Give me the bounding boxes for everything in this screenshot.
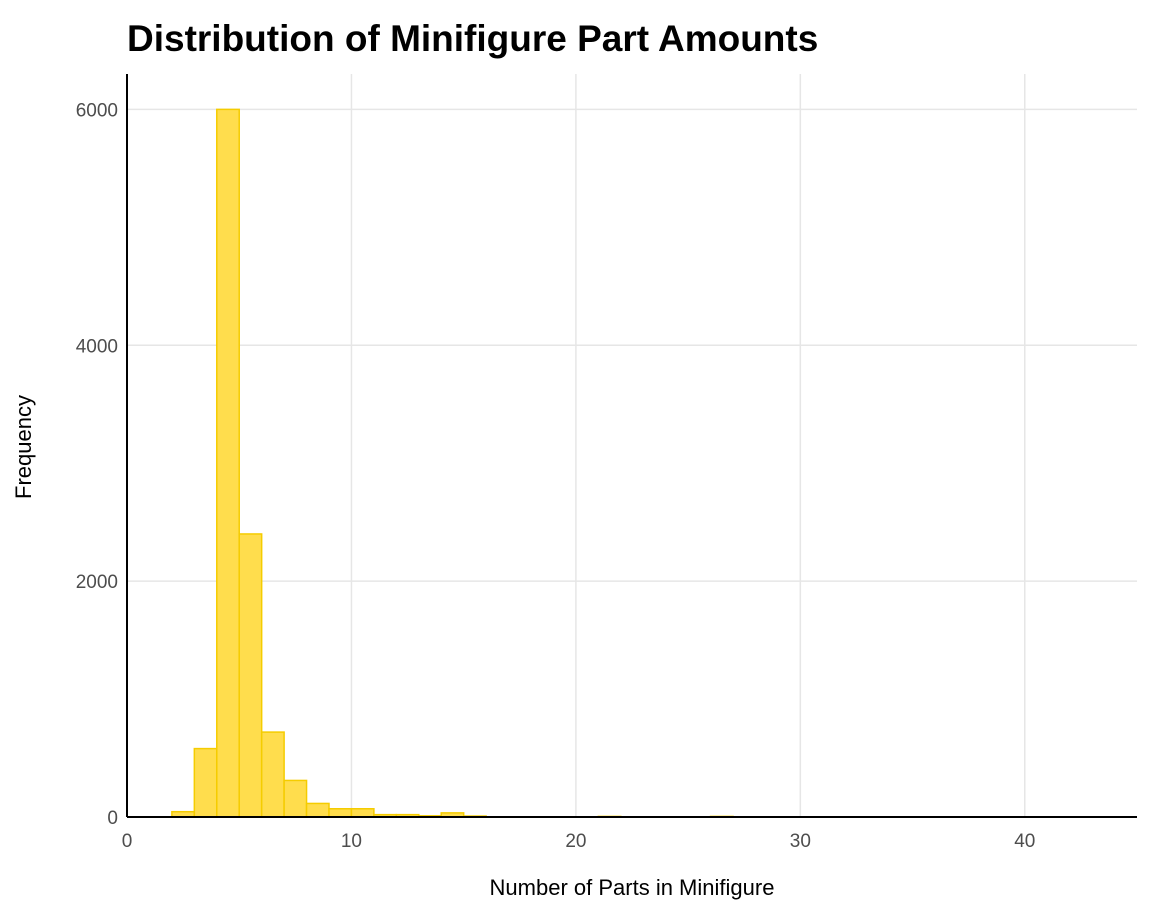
histogram-bar: [350, 807, 375, 818]
y-tick-labels: 0 2000 4000 6000: [76, 100, 118, 829]
x-tick-label: 0: [122, 831, 133, 852]
histogram-bar: [238, 533, 263, 818]
y-tick-label: 2000: [76, 572, 118, 593]
histogram-bar: [283, 779, 308, 818]
grid-lines: [127, 74, 1137, 817]
y-tick-label: 6000: [76, 100, 118, 121]
y-tick-label: 4000: [76, 336, 118, 357]
histogram-bars: [171, 108, 734, 818]
y-tick-label: 0: [107, 808, 118, 829]
chart-title: Distribution of Minifigure Part Amounts: [127, 18, 819, 59]
histogram-bar: [328, 807, 353, 818]
x-tick-label: 10: [341, 831, 362, 852]
x-tick-label: 20: [565, 831, 586, 852]
x-tick-label: 40: [1014, 831, 1035, 852]
x-tick-labels: 0 10 20 30 40: [122, 831, 1036, 852]
histogram-bar: [216, 108, 240, 818]
histogram-bar: [260, 731, 285, 818]
histogram-bar: [305, 802, 330, 818]
x-axis-title: Number of Parts in Minifigure: [490, 875, 775, 900]
histogram-bar: [193, 747, 218, 818]
x-tick-label: 30: [790, 831, 811, 852]
y-axis-title: Frequency: [11, 395, 36, 499]
